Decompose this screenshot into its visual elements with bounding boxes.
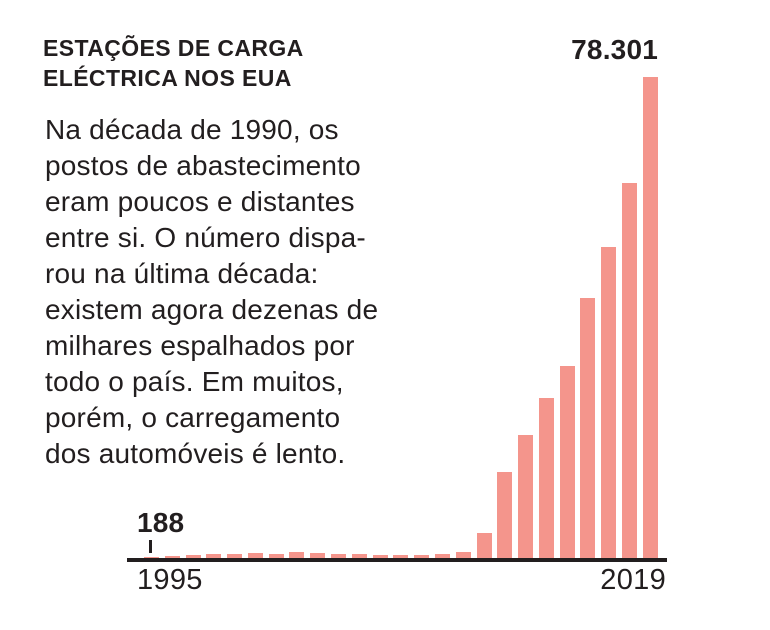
bar-2004: [331, 554, 347, 558]
bar-2015: [559, 366, 575, 558]
bar-2008: [414, 555, 430, 558]
bar-1999: [227, 554, 243, 558]
x-axis-label-start: 1995: [137, 564, 203, 596]
bars-container: [144, 77, 658, 558]
bar-2006: [372, 555, 388, 558]
bar-2003: [310, 553, 326, 558]
bar-2011: [476, 533, 492, 558]
x-axis-line: [127, 558, 667, 562]
bar-2013: [518, 435, 534, 558]
bar-2000: [247, 553, 263, 558]
bar-1995: [144, 557, 159, 558]
chart-title: ESTAÇÕES DE CARGA ELÉCTRICA NOS EUA: [43, 33, 304, 93]
bar-1998: [206, 554, 222, 558]
peak-value-label: 78.301: [571, 34, 658, 65]
bar-2002: [289, 552, 305, 558]
bar-2016: [580, 298, 596, 558]
bar-2012: [497, 472, 513, 558]
bar-2001: [268, 554, 284, 558]
bar-2010: [455, 552, 471, 558]
chart-description: Na década de 1990, os postos de abasteci…: [45, 114, 379, 469]
chart-title-line1: ESTAÇÕES DE CARGA: [43, 35, 304, 61]
chart-title-line2: ELÉCTRICA NOS EUA: [43, 65, 292, 91]
bar-2014: [538, 398, 554, 558]
bar-1996: [164, 556, 180, 558]
bar-2009: [434, 554, 450, 558]
bar-2018: [621, 183, 637, 558]
x-axis-label-end: 2019: [600, 564, 666, 596]
bar-1997: [185, 555, 201, 558]
bar-2005: [351, 554, 367, 558]
bar-2007: [393, 555, 409, 558]
bar-2017: [601, 247, 617, 558]
bar-2019: [642, 77, 658, 558]
first-value-label: 188: [137, 507, 185, 538]
first-bar-tick-mark: [149, 540, 152, 553]
